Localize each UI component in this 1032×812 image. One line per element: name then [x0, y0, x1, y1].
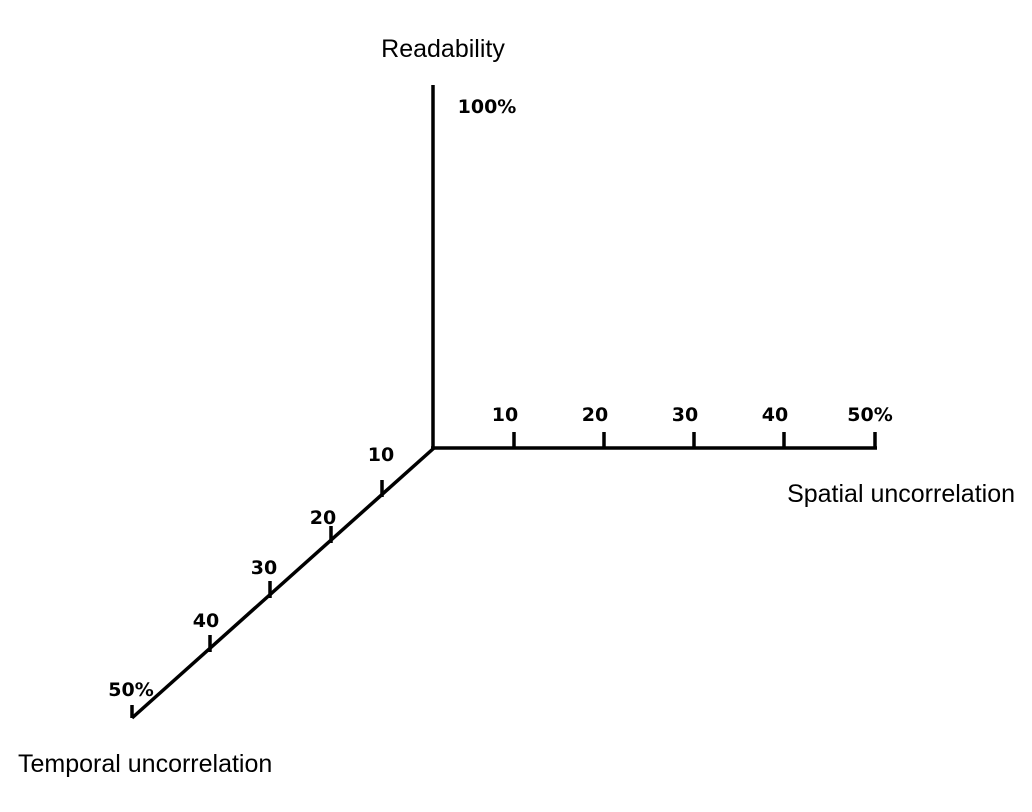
- diagonal-tick-label: 50%: [108, 679, 153, 701]
- horizontal-tick-label: 10: [492, 404, 518, 426]
- horizontal-tick-label: 20: [582, 404, 608, 426]
- diagonal-tick-label: 20: [310, 507, 336, 529]
- diagonal-axis-label: Temporal uncorrelation: [18, 750, 272, 778]
- horizontal-tick-label: 30: [672, 404, 698, 426]
- diagonal-axis: [130, 446, 436, 720]
- horizontal-tick-label: 50%: [847, 404, 892, 426]
- diagonal-tick-label: 10: [368, 444, 394, 466]
- diagonal-tick-label: 40: [193, 610, 219, 632]
- diagonal-tick-label: 30: [251, 557, 277, 579]
- horizontal-tick-label: 40: [762, 404, 788, 426]
- vertical-axis-label: Readability: [381, 35, 505, 63]
- horizontal-axis-label: Spatial uncorrelation: [787, 480, 1015, 508]
- vertical-end-label: 100%: [458, 96, 517, 118]
